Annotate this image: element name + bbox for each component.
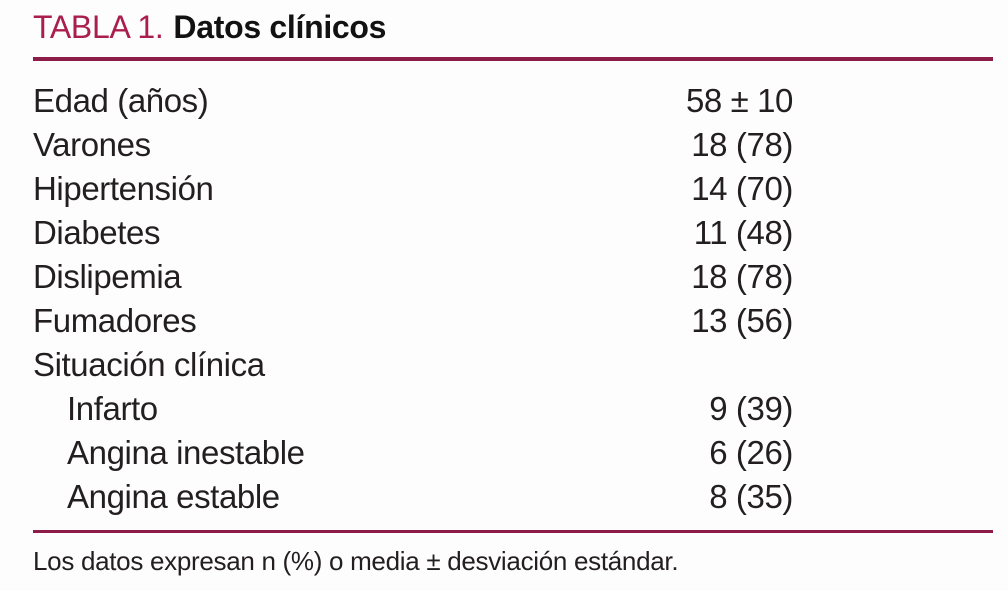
top-rule <box>33 57 993 61</box>
table-row: Diabetes 11 (48) <box>33 211 793 255</box>
table-row: Angina inestable 6 (26) <box>33 431 793 475</box>
row-label: Angina inestable <box>67 434 305 471</box>
row-label: Hipertensión <box>33 170 214 207</box>
row-value: 6 (26) <box>709 434 793 471</box>
row-label: Varones <box>33 126 151 163</box>
table-footnote: Los datos expresan n (%) o media ± desvi… <box>33 546 679 576</box>
table-row: Edad (años) 58 ± 10 <box>33 79 793 123</box>
table-row: Varones 18 (78) <box>33 123 793 167</box>
row-value: 58 ± 10 <box>685 82 793 119</box>
row-label: Angina estable <box>67 478 280 515</box>
table-number-label: TABLA 1. <box>33 9 164 45</box>
table-title: Datos clínicos <box>173 9 387 45</box>
row-label: Infarto <box>67 390 158 427</box>
row-value: 18 (78) <box>691 126 793 163</box>
table-row: Infarto 9 (39) <box>33 387 793 431</box>
table-caption: TABLA 1. Datos clínicos <box>33 8 386 46</box>
row-label: Dislipemia <box>33 258 182 295</box>
row-label: Diabetes <box>33 214 161 251</box>
table-row: Hipertensión 14 (70) <box>33 167 793 211</box>
row-value: 8 (35) <box>709 478 793 515</box>
row-value: 11 (48) <box>693 214 794 251</box>
row-label: Edad (años) <box>33 82 209 119</box>
table-row-group-header: Situación clínica <box>33 343 793 387</box>
row-value: 13 (56) <box>691 302 793 339</box>
bottom-rule <box>33 530 993 533</box>
table-row: Dislipemia 18 (78) <box>33 255 793 299</box>
row-label: Situación clínica <box>33 346 265 383</box>
row-value: 18 (78) <box>691 258 793 295</box>
row-value: 14 (70) <box>691 170 793 207</box>
table-row: Angina estable 8 (35) <box>33 475 793 519</box>
table-body: Edad (años) 58 ± 10 Varones 18 (78) Hipe… <box>33 79 793 519</box>
row-value: 9 (39) <box>709 390 793 427</box>
row-label: Fumadores <box>33 302 197 339</box>
table-row: Fumadores 13 (56) <box>33 299 793 343</box>
